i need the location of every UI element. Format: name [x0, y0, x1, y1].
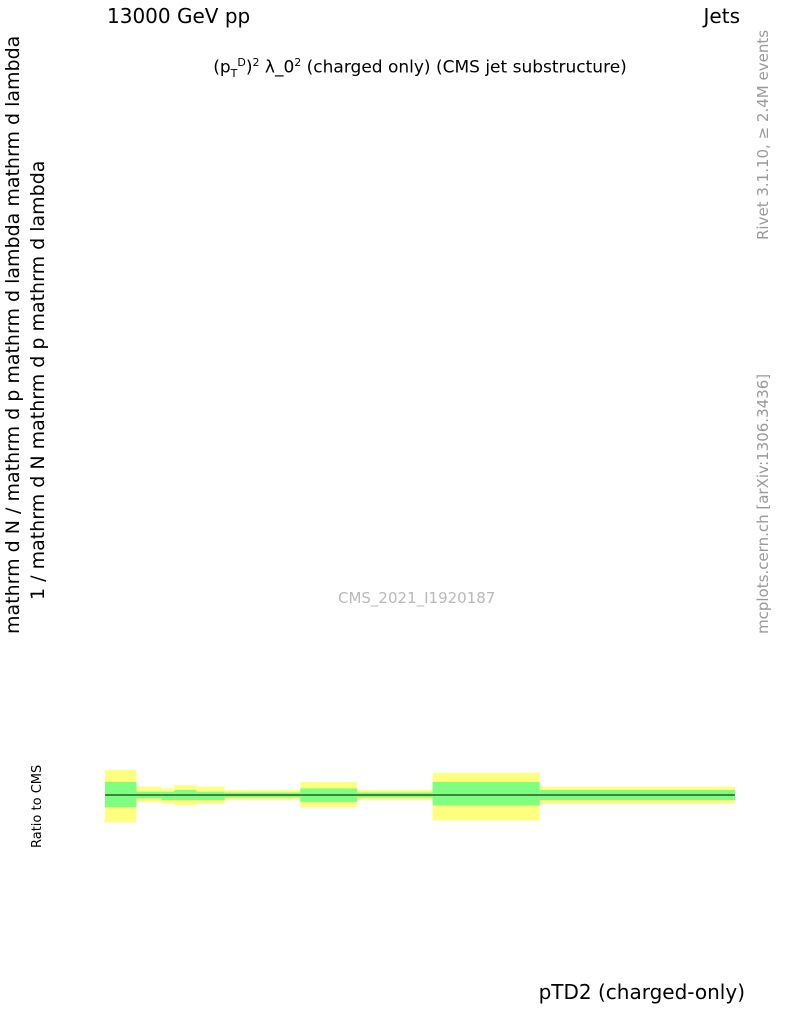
plot-title-part: T	[230, 67, 238, 81]
plot-title-part: 2	[294, 56, 302, 69]
plot-title-part: D	[237, 56, 246, 69]
x-axis-label: pTD2 (charged-only)	[538, 980, 745, 1004]
header-beam-energy: 13000 GeV pp	[107, 4, 251, 28]
plot-title-part: λ_0	[259, 57, 295, 78]
y-axis-label-inner: 1 / mathrm d N mathrm d p mathrm d lambd…	[27, 160, 49, 600]
ratio-uncertainty-bands	[105, 769, 735, 823]
plot-title: (pTD)2 λ_02 (charged only) (CMS jet subs…	[170, 56, 670, 80]
analysis-id-watermark: CMS_2021_I1920187	[338, 589, 496, 607]
header-analysis-group: Jets	[703, 4, 740, 28]
mcplots-reference-note: mcplots.cern.ch [arXiv:1306.3436]	[754, 373, 772, 634]
plot-title-part: 2	[252, 56, 260, 69]
plot-title-part: (charged only) (CMS jet substructure)	[301, 57, 627, 78]
rivet-version-note: Rivet 3.1.10, ≥ 2.4M events	[754, 29, 772, 240]
plot-title-part: (p	[213, 57, 231, 78]
plot-title-part: )	[245, 57, 253, 78]
ratio-y-axis-label: Ratio to CMS	[30, 764, 45, 848]
y-axis-label-outer: mathrm d N / mathrm d p mathrm d lambda …	[2, 35, 24, 634]
